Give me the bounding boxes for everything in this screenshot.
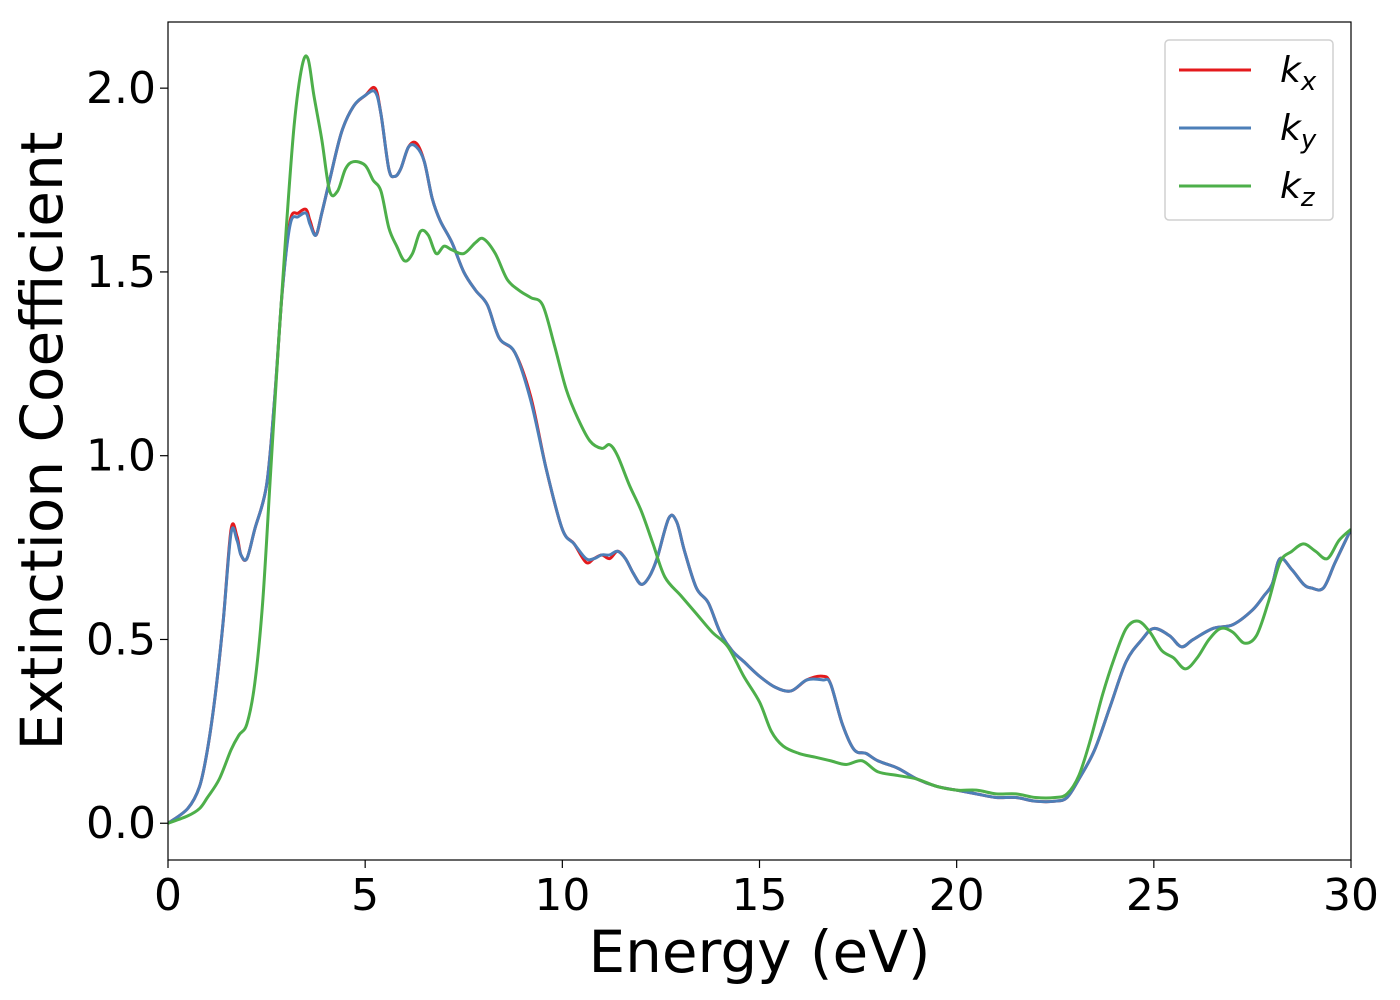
legend-label-kx: kx <box>1280 50 1317 97</box>
x-axis-title: Energy (eV) <box>588 918 930 986</box>
legend-label-kz: kz <box>1280 166 1316 213</box>
y-tick-label: 0.0 <box>86 798 156 849</box>
x-tick-label: 5 <box>351 870 379 921</box>
x-tick-label: 30 <box>1323 870 1379 921</box>
y-tick-label: 1.0 <box>86 431 156 482</box>
legend-label-ky: ky <box>1280 108 1317 155</box>
x-tick-label: 10 <box>534 870 590 921</box>
series-layer <box>168 54 1351 825</box>
x-tick-label: 20 <box>929 870 985 921</box>
x-tick-label: 15 <box>732 870 788 921</box>
y-tick-label: 0.5 <box>86 614 156 665</box>
series-line-kz <box>168 54 1351 825</box>
y-axis-title: Extinction Coefficient <box>8 132 76 751</box>
series-line-ky <box>168 89 1351 825</box>
legend: kx ky kz <box>1164 39 1334 221</box>
ticks-layer: 0 5 10 15 20 25 30 0.0 0.5 1.0 1.5 2.0 <box>86 63 1379 921</box>
legend-box <box>1164 39 1334 221</box>
x-tick-label: 0 <box>154 870 182 921</box>
y-tick-label: 1.5 <box>86 247 156 298</box>
x-tick-label: 25 <box>1126 870 1182 921</box>
y-tick-label: 2.0 <box>86 63 156 114</box>
